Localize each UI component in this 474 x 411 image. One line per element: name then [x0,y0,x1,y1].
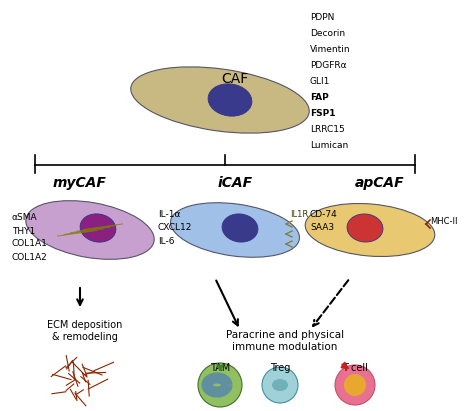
Text: Paracrine and physical
immune modulation: Paracrine and physical immune modulation [226,330,344,351]
Text: apCAF: apCAF [355,176,405,190]
Text: CXCL12: CXCL12 [158,224,192,233]
Text: T cell: T cell [342,363,368,373]
Ellipse shape [26,201,154,259]
Text: Treg: Treg [270,363,290,373]
Text: IL-1α: IL-1α [158,210,181,219]
Ellipse shape [131,67,309,133]
Text: iCAF: iCAF [218,176,253,190]
Text: LRRC15: LRRC15 [310,125,345,134]
Circle shape [335,365,375,405]
Ellipse shape [208,84,252,116]
Circle shape [198,363,242,407]
Ellipse shape [171,203,300,257]
Text: FSP1: FSP1 [310,109,336,118]
Circle shape [262,367,298,403]
Text: PDPN: PDPN [310,14,334,23]
Ellipse shape [272,379,288,391]
Text: myCAF: myCAF [53,176,107,190]
Circle shape [344,374,366,396]
Text: αSMA: αSMA [12,213,37,222]
Text: PDGFRα: PDGFRα [310,62,346,71]
Text: Vimentin: Vimentin [310,46,351,55]
Text: IL1R: IL1R [290,210,308,219]
Text: IL-6: IL-6 [158,236,174,245]
Text: Decorin: Decorin [310,30,345,39]
Text: COL1A2: COL1A2 [12,252,48,261]
Text: GLI1: GLI1 [310,78,330,86]
Text: ECM deposition
& remodeling: ECM deposition & remodeling [47,320,123,342]
Text: SAA3: SAA3 [310,224,334,233]
Text: Lumican: Lumican [310,141,348,150]
Text: THY1: THY1 [12,226,35,236]
Ellipse shape [80,214,116,242]
Text: MHC-II: MHC-II [430,217,457,226]
Text: COL1A1: COL1A1 [12,240,48,249]
Text: CAF: CAF [221,72,249,86]
Ellipse shape [305,203,435,256]
Text: CD-74: CD-74 [310,210,338,219]
Ellipse shape [222,214,258,242]
Text: FAP: FAP [310,93,329,102]
Ellipse shape [347,214,383,242]
Text: TAM: TAM [210,363,230,373]
